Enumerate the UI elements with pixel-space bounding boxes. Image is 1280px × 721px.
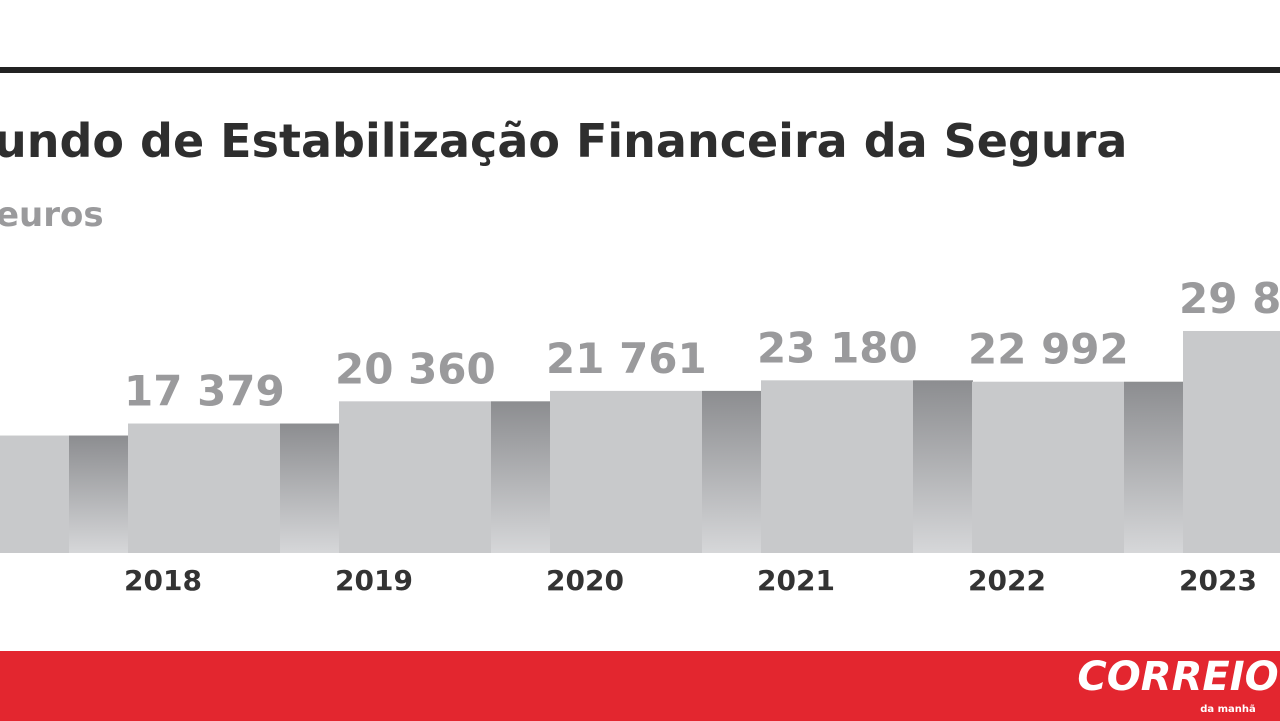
value-label: 20 360: [335, 344, 496, 393]
x-tick-label: 2021: [757, 564, 835, 597]
logo-sub: da manhã: [1200, 704, 1256, 715]
value-label: 17 379: [124, 367, 285, 416]
bar: [761, 380, 913, 553]
x-tick-label: 2022: [968, 564, 1046, 597]
bar-shadow: [913, 380, 973, 553]
value-label: 29 8: [1179, 274, 1280, 323]
value-label: 768: [0, 379, 1, 428]
x-tick-label: 2019: [335, 564, 413, 597]
bar-shadow: [69, 435, 129, 553]
footer-bar: [0, 651, 1280, 721]
chart-subtitle: euros: [0, 195, 104, 235]
bar-shadow: [702, 390, 762, 553]
bar: [128, 423, 280, 553]
top-rule: [0, 67, 1280, 73]
value-label: 22 992: [968, 325, 1129, 374]
bars: 768 17 379 2018 20 360 2019 21 761 2020 23 180 2…: [0, 274, 1280, 597]
bar-shadow: [1124, 381, 1184, 553]
value-label: 21 761: [546, 334, 707, 383]
bar: [550, 390, 702, 553]
bar: [339, 401, 491, 553]
bar: [0, 435, 69, 553]
bar-shadow: [491, 401, 551, 553]
bar: [1183, 330, 1280, 553]
x-tick-label: 2020: [546, 564, 624, 597]
x-tick-label: 2018: [124, 564, 202, 597]
x-tick-label: 2023: [1179, 564, 1257, 597]
bar: [972, 381, 1124, 553]
value-label: 23 180: [757, 323, 918, 372]
chart-title: undo de Estabilização Financeira da Segu…: [0, 114, 1127, 168]
bar-shadow: [280, 423, 340, 553]
logo: CORREIO: [1077, 654, 1278, 700]
